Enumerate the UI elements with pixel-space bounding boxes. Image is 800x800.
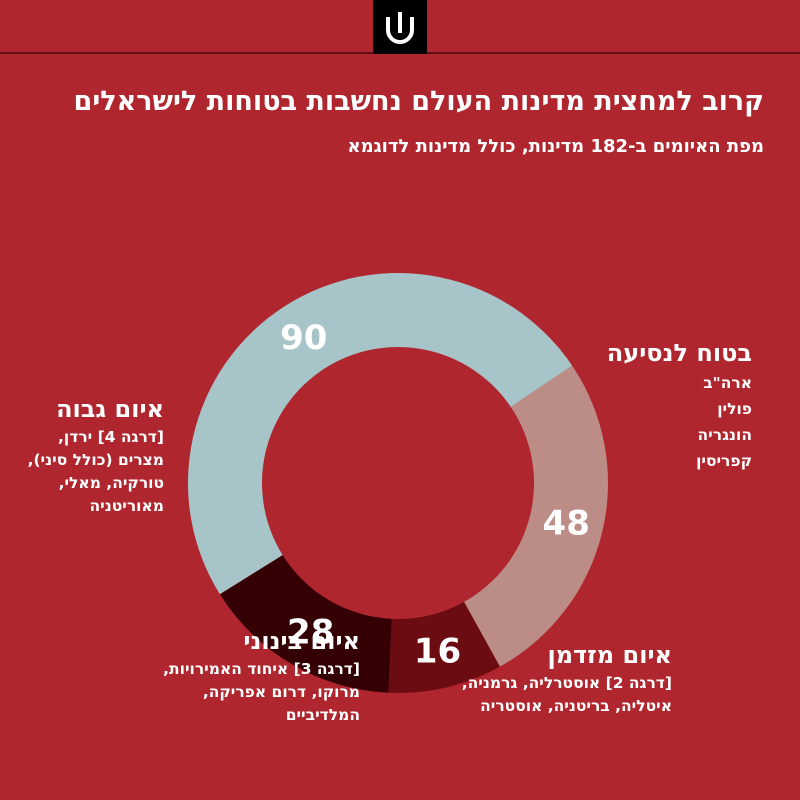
legend-safe: בטוח לנסיעה ארה"ב פולין הונגריה קפריסין	[532, 336, 752, 474]
data-label-moderate: 48	[543, 503, 590, 543]
legend-moderate-examples: [דרגה 2] אוסטרליה, גרמניה, איטליה, בריטנ…	[461, 674, 672, 715]
shin-logo-icon[interactable]	[373, 0, 427, 54]
data-label-medium: 16	[414, 631, 461, 671]
legend-safe-examples: ארה"ב פולין הונגריה קפריסין	[696, 374, 752, 470]
legend-medium-heading: איום בינוני	[243, 627, 360, 655]
legend-high-heading: איום גבוה	[56, 395, 164, 423]
legend-moderate: איום מזדמן [דרגה 2] אוסטרליה, גרמניה, אי…	[412, 638, 672, 718]
slice-high	[219, 555, 392, 693]
slice-safe	[187, 272, 573, 595]
slice-moderate	[464, 365, 608, 667]
slice-medium	[388, 601, 500, 693]
legend-high: איום גבוה [דרגה 4] ירדן, מצרים (כולל סינ…	[4, 392, 164, 518]
legend-medium: איום בינוני [דרגה 3] איחוד האמירויות, מר…	[30, 624, 360, 727]
chart-subtitle: מפת האיומים ב-182 מדינות, כולל מדינות לד…	[347, 136, 765, 157]
chart-title: קרוב למחצית מדינות העולם נחשבות בטוחות ל…	[73, 86, 764, 117]
legend-safe-heading: בטוח לנסיעה	[606, 339, 752, 367]
legend-medium-examples: [דרגה 3] איחוד האמירויות, מרוקו, דרום אפ…	[163, 660, 360, 724]
data-label-safe: 90	[280, 318, 327, 358]
legend-high-examples: [דרגה 4] ירדן, מצרים (כולל סיני), טורקיה…	[27, 428, 164, 515]
legend-moderate-heading: איום מזדמן	[547, 641, 672, 669]
data-label-high: 28	[287, 612, 334, 652]
